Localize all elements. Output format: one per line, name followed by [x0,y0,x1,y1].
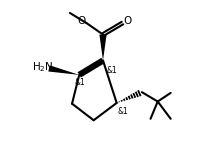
Polygon shape [99,35,107,60]
Text: O: O [78,16,86,26]
Text: &1: &1 [117,107,128,116]
Polygon shape [48,65,79,75]
Text: &1: &1 [75,78,86,88]
Text: H$_2$N: H$_2$N [32,60,54,74]
Text: O: O [123,16,132,26]
Text: &1: &1 [107,66,117,75]
